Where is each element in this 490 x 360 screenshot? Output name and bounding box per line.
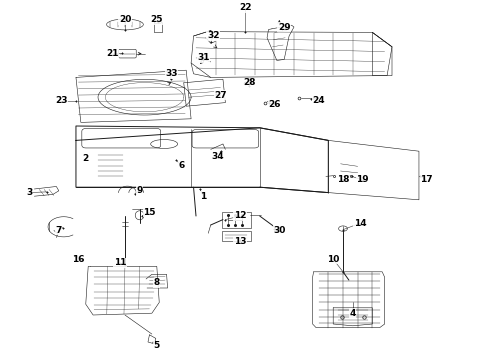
Text: 29: 29 [278,22,291,31]
Text: 10: 10 [327,255,340,264]
Text: 24: 24 [312,96,325,105]
Text: 23: 23 [55,96,68,105]
Text: 33: 33 [165,69,178,78]
Text: 19: 19 [356,175,369,184]
Text: 26: 26 [268,100,281,109]
Text: 34: 34 [212,152,224,161]
Text: 14: 14 [354,219,367,228]
Text: 18: 18 [337,175,349,184]
Text: 12: 12 [234,211,246,220]
Text: 22: 22 [239,3,251,12]
Text: 9: 9 [136,186,143,195]
Text: 3: 3 [26,188,32,197]
Text: 7: 7 [55,226,62,235]
Text: 1: 1 [200,192,206,201]
Text: 30: 30 [273,226,286,235]
Text: 5: 5 [154,341,160,350]
Text: 15: 15 [143,208,156,217]
Text: 8: 8 [154,278,160,287]
Text: 20: 20 [119,15,131,24]
Text: 31: 31 [197,53,210,62]
Text: 32: 32 [207,31,220,40]
Text: 17: 17 [420,175,433,184]
Text: 6: 6 [178,161,184,170]
Text: 25: 25 [150,15,163,24]
Text: 21: 21 [106,49,119,58]
Text: 13: 13 [234,237,246,246]
Text: 2: 2 [83,154,89,163]
Text: 27: 27 [214,91,227,100]
Text: 4: 4 [349,309,356,318]
Text: 11: 11 [114,258,126,267]
Text: 28: 28 [244,78,256,87]
Text: 16: 16 [72,255,85,264]
